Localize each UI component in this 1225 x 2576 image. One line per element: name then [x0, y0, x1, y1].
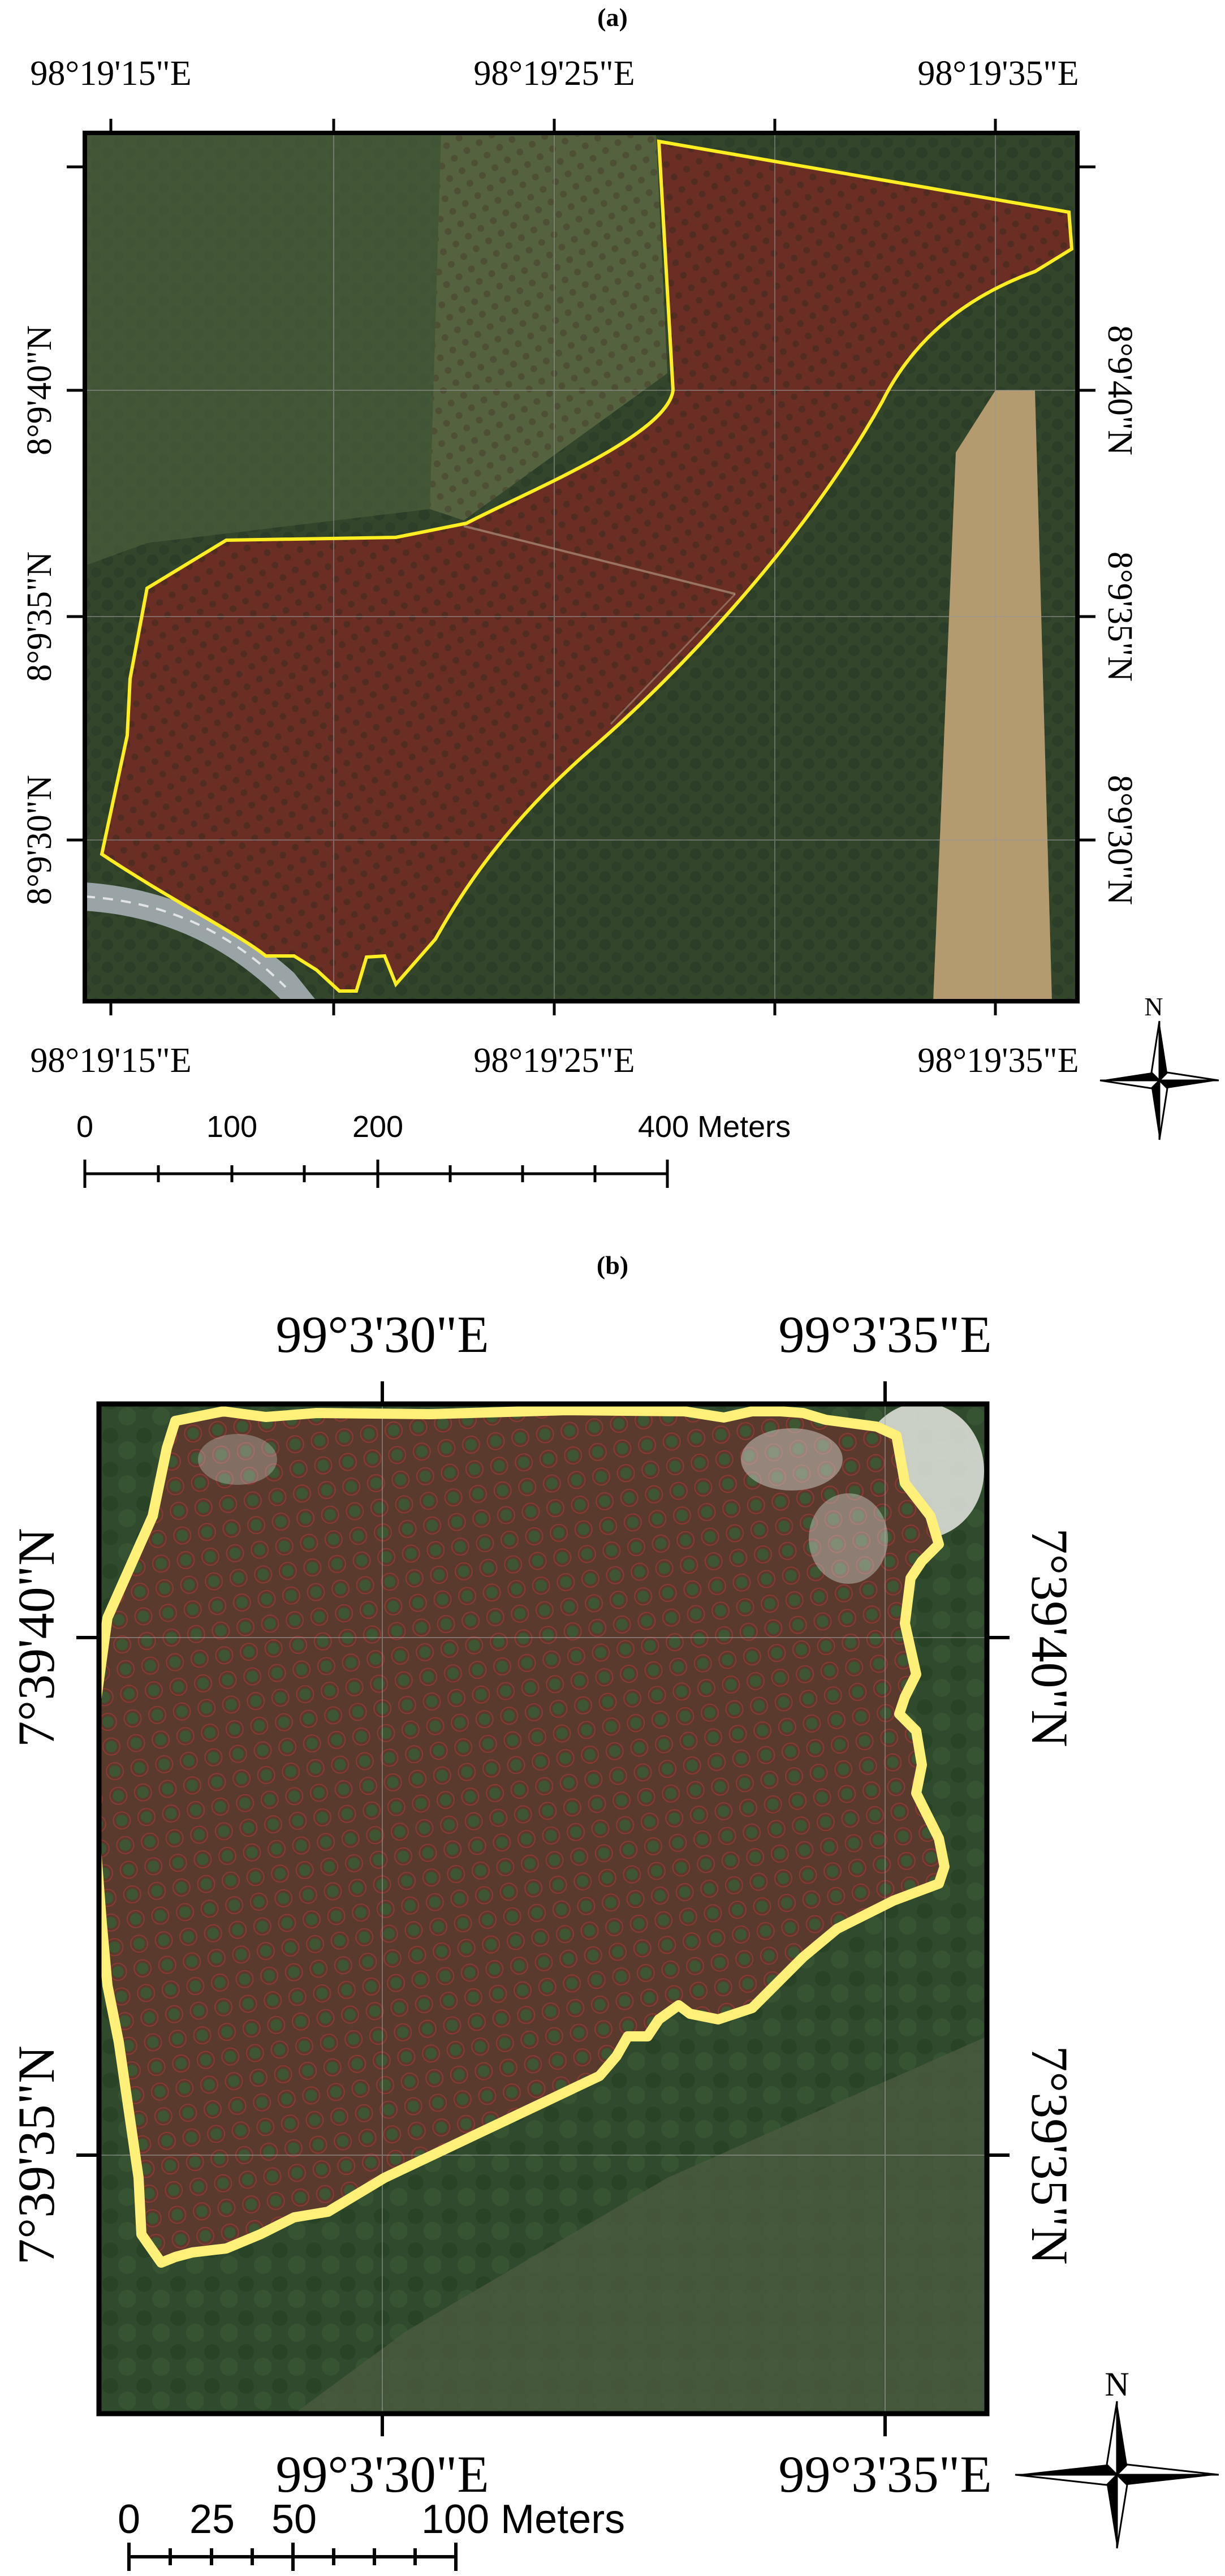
- panel-label-a: (a): [597, 3, 628, 32]
- lon-label-b-bottom-2: 99°3'35"E: [778, 2445, 991, 2503]
- lat-label-a-right-2: 8°9'35"N: [1101, 552, 1139, 682]
- lon-label-b-2: 99°3'35"E: [778, 1306, 991, 1363]
- map-frame-b: [96, 1401, 990, 2416]
- frame-ticks-a: [67, 119, 1095, 1015]
- satellite-image-b: [99, 1404, 987, 2414]
- lon-label-a-2: 98°19'25"E: [473, 54, 635, 93]
- map-b-svg: 99°3'30"E 99°3'35"E 99°3'30"E 99°3'35"E …: [7, 1306, 1219, 2571]
- scale-label-b-100: 100 Meters: [421, 2497, 625, 2542]
- scale-label-a-200: 200: [352, 1110, 403, 1144]
- map-frame-a: [83, 131, 1080, 1003]
- scale-label-b-50: 50: [271, 2497, 317, 2542]
- scale-bar-b: 0 25 50 100 Meters: [118, 2497, 625, 2571]
- map-a-svg: 98°19'15"E 98°19'25"E 98°19'35"E 98°19'1…: [20, 54, 1219, 1188]
- north-arrow-icon-a: N: [1099, 992, 1219, 1140]
- plantation-boundary-a: [100, 139, 1074, 993]
- lon-label-a-bottom-2: 98°19'25"E: [473, 1041, 635, 1080]
- scale-bar-a: 0 100 200 400 Meters: [76, 1110, 791, 1188]
- lat-label-b-right-1: 7°39'40"N: [1021, 1528, 1079, 1747]
- lon-label-a-1: 98°19'15"E: [30, 54, 191, 93]
- frame-ticks-b: [76, 1381, 1010, 2436]
- lat-label-a-3: 8°9'30"N: [20, 775, 59, 905]
- scale-label-b-25: 25: [189, 2497, 235, 2542]
- lat-label-b-2: 7°39'35"N: [7, 2045, 65, 2264]
- lon-label-b-1: 99°3'30"E: [275, 1306, 489, 1363]
- satellite-image-a: [85, 133, 1077, 1001]
- panel-label-b: (b): [596, 1251, 629, 1280]
- lat-label-a-2: 8°9'35"N: [20, 552, 59, 682]
- map-panel-b: (b): [0, 1222, 1225, 2573]
- scale-label-a-100: 100: [206, 1110, 257, 1144]
- lat-label-a-right-3: 8°9'30"N: [1101, 775, 1139, 905]
- scale-label-b-0: 0: [118, 2497, 140, 2542]
- lon-label-b-bottom-1: 99°3'30"E: [275, 2445, 489, 2503]
- scale-label-a-0: 0: [76, 1110, 93, 1144]
- lat-label-a-1: 8°9'40"N: [20, 325, 59, 455]
- lon-label-a-bottom-3: 98°19'35"E: [917, 1041, 1079, 1080]
- north-label-a: N: [1144, 992, 1163, 1021]
- north-label-b: N: [1105, 2366, 1129, 2403]
- map-panel-a: (a): [0, 0, 1225, 1222]
- north-arrow-icon-b: N: [1015, 2366, 1219, 2549]
- graticule-a: [85, 133, 1077, 1001]
- lat-label-b-right-2: 7°39'35"N: [1021, 2045, 1079, 2264]
- lon-label-a-3: 98°19'35"E: [917, 54, 1079, 93]
- plantation-boundary-b: [99, 1405, 950, 2268]
- lat-label-b-1: 7°39'40"N: [7, 1528, 65, 1747]
- lat-label-a-right-1: 8°9'40"N: [1101, 325, 1139, 455]
- lon-label-a-bottom-1: 98°19'15"E: [30, 1041, 191, 1080]
- scale-label-a-400: 400 Meters: [638, 1110, 791, 1144]
